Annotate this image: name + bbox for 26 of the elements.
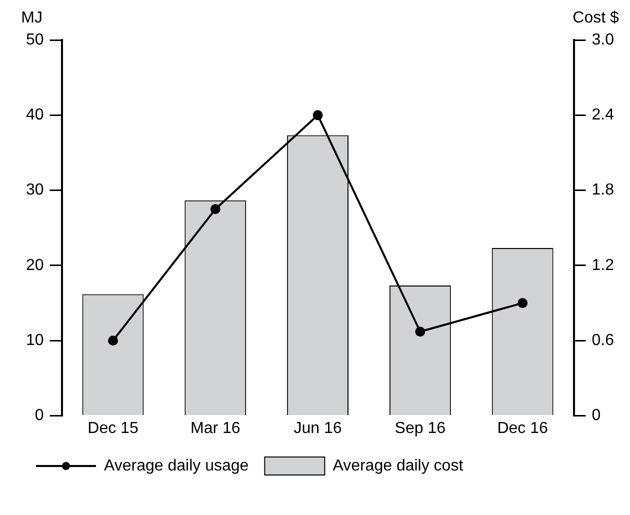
point	[518, 298, 528, 308]
x-tick-label: Jun 16	[294, 420, 342, 437]
y2-tick-label: 2.4	[592, 106, 614, 124]
y2-tick-label: 1.8	[592, 182, 614, 199]
point	[210, 204, 220, 214]
x-tick-label: Dec 16	[497, 420, 548, 437]
legend-label: Average daily cost	[332, 457, 464, 474]
point	[108, 336, 118, 346]
y-tick-label: 40	[26, 106, 44, 124]
y-tick-label: 10	[26, 332, 44, 350]
y-tick-label: 0	[34, 407, 44, 424]
legend-label: Average daily usage	[104, 457, 249, 474]
y2-tick-label: 1.2	[592, 256, 614, 274]
point	[312, 110, 323, 120]
y-axis-title: MJ	[21, 9, 42, 26]
y2-tick-label: 0	[592, 407, 601, 424]
y2-tick-label: 0.6	[592, 332, 614, 350]
y2-axis-title: Cost $	[572, 9, 619, 26]
point	[415, 326, 426, 337]
y-tick-label: 50	[26, 31, 44, 48]
x-tick-label: Sep 16	[394, 420, 446, 437]
y-tick-label: 20	[26, 256, 44, 274]
y2-tick-label: 3.0	[592, 31, 614, 48]
x-tick-label: Mar 16	[190, 420, 240, 437]
y-tick-label: 30	[26, 182, 44, 199]
x-tick-label: Dec 15	[88, 420, 138, 437]
